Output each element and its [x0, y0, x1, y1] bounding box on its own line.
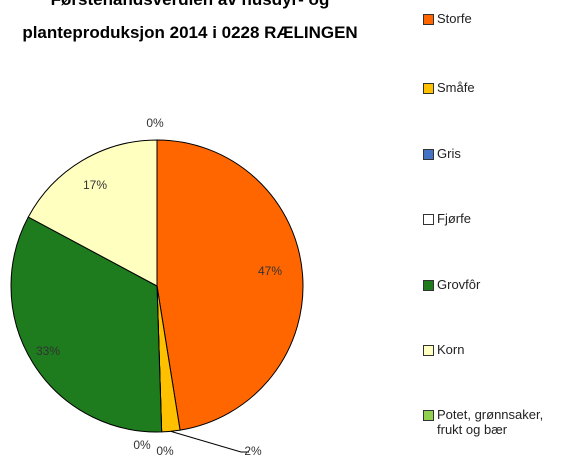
- legend-item: Korn: [423, 342, 563, 357]
- legend-item: Grovfôr: [423, 277, 563, 292]
- pie-slice: [10, 216, 163, 433]
- legend-swatch: [423, 345, 434, 356]
- data-label: 2%: [244, 444, 262, 458]
- legend-swatch: [423, 149, 434, 160]
- leader-line: [170, 430, 249, 453]
- legend-item: Gris: [423, 146, 563, 161]
- legend-label: Fjørfe: [437, 211, 471, 226]
- data-label: 0%: [133, 438, 151, 452]
- legend-label: Gris: [437, 146, 461, 161]
- data-label: 33%: [36, 344, 60, 358]
- legend-label: Korn: [437, 342, 465, 357]
- chart-title: Førstehåndsverdien av husdyr- og: [51, 0, 330, 9]
- legend-swatch: [423, 83, 434, 94]
- legend-swatch: [423, 410, 434, 421]
- data-label: 0%: [146, 116, 164, 130]
- legend-item: Potet, grønnsaker, frukt og bær: [423, 407, 563, 437]
- legend-label: Storfe: [437, 11, 472, 26]
- legend-label: Potet, grønnsaker, frukt og bær: [437, 407, 544, 437]
- legend-swatch: [423, 280, 434, 291]
- data-label: 47%: [258, 264, 282, 278]
- pie-slice: [27, 139, 158, 287]
- chart-title: planteproduksjon 2014 i 0228 RÆLINGEN: [22, 23, 357, 42]
- legend-label: Grovfôr: [437, 277, 481, 292]
- pie-slice: [156, 139, 304, 431]
- legend-label: Småfe: [437, 80, 475, 95]
- legend-swatch: [423, 14, 434, 25]
- data-label: 0%: [156, 444, 174, 458]
- legend-item: Storfe: [423, 11, 563, 26]
- legend-swatch: [423, 214, 434, 225]
- legend-item: Fjørfe: [423, 211, 563, 226]
- data-label: 17%: [83, 178, 107, 192]
- legend-item: Småfe: [423, 80, 563, 95]
